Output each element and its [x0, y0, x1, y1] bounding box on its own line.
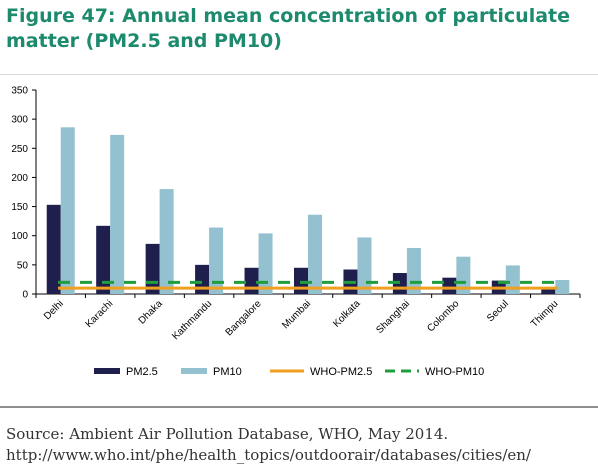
bar-pm10-kolkata [357, 237, 372, 294]
x-category-label: Thimpu [529, 298, 560, 329]
x-category-label: Kolkata [331, 298, 363, 330]
x-category-label: Delhi [42, 298, 66, 322]
legend-label: PM2.5 [126, 366, 158, 378]
x-category-label: Dhaka [137, 298, 166, 327]
y-tick-label: 150 [11, 202, 28, 213]
bar-pm10-colombo [456, 256, 471, 294]
bar-pm10-karachi [110, 134, 125, 294]
bar-pm10-seoul [505, 265, 520, 294]
bar-pm10-kathmandu [209, 227, 224, 294]
bar-pm10-dhaka [159, 189, 174, 294]
legend-label: PM10 [213, 366, 242, 378]
x-category-label: Colombo [425, 298, 461, 334]
y-tick-label: 0 [22, 290, 28, 301]
bar-pm25-karachi [96, 225, 111, 294]
legend-label: WHO-PM10 [425, 366, 484, 378]
source-note: Source: Ambient Air Pollution Database, … [6, 425, 531, 464]
divider [0, 406, 598, 408]
y-tick-label: 300 [11, 115, 28, 126]
bar-pm25-delhi [46, 204, 61, 294]
bar-chart: 0 50 100 150 200 250 300 350 Delhi Karachi Dhaka Ka… [11, 86, 581, 378]
x-category-label: Shanghai [374, 298, 412, 336]
bar-pm10-delhi [60, 127, 75, 294]
y-tick-label: 200 [11, 173, 28, 184]
legend-swatch [181, 368, 207, 374]
x-category-label: Karachi [84, 298, 116, 330]
x-category-label: Mumbai [280, 298, 313, 331]
y-tick-label: 100 [11, 231, 28, 242]
figure-title: Figure 47: Annual mean concentration of … [6, 5, 571, 52]
bar-pm10-bangalore [258, 233, 273, 294]
x-category-label: Kathmandu [170, 298, 214, 342]
legend-label: WHO-PM2.5 [310, 366, 372, 378]
bar-pm25-thimpu [541, 288, 556, 294]
x-category-label: Seoul [485, 298, 511, 324]
bar-pm10-mumbai [308, 214, 322, 294]
y-tick-label: 250 [11, 144, 28, 155]
bar-pm25-colombo [442, 277, 457, 294]
x-category-label: Bangalore [224, 298, 264, 338]
y-tick-label: 50 [17, 260, 29, 271]
bar-pm10-thimpu [555, 280, 570, 294]
chart-area: 0 50 100 150 200 250 300 350 Delhi Karachi Dhaka Ka… [0, 74, 598, 400]
y-tick-label: 350 [11, 86, 28, 97]
legend-swatch [94, 368, 120, 374]
bar-pm25-dhaka [145, 243, 160, 294]
